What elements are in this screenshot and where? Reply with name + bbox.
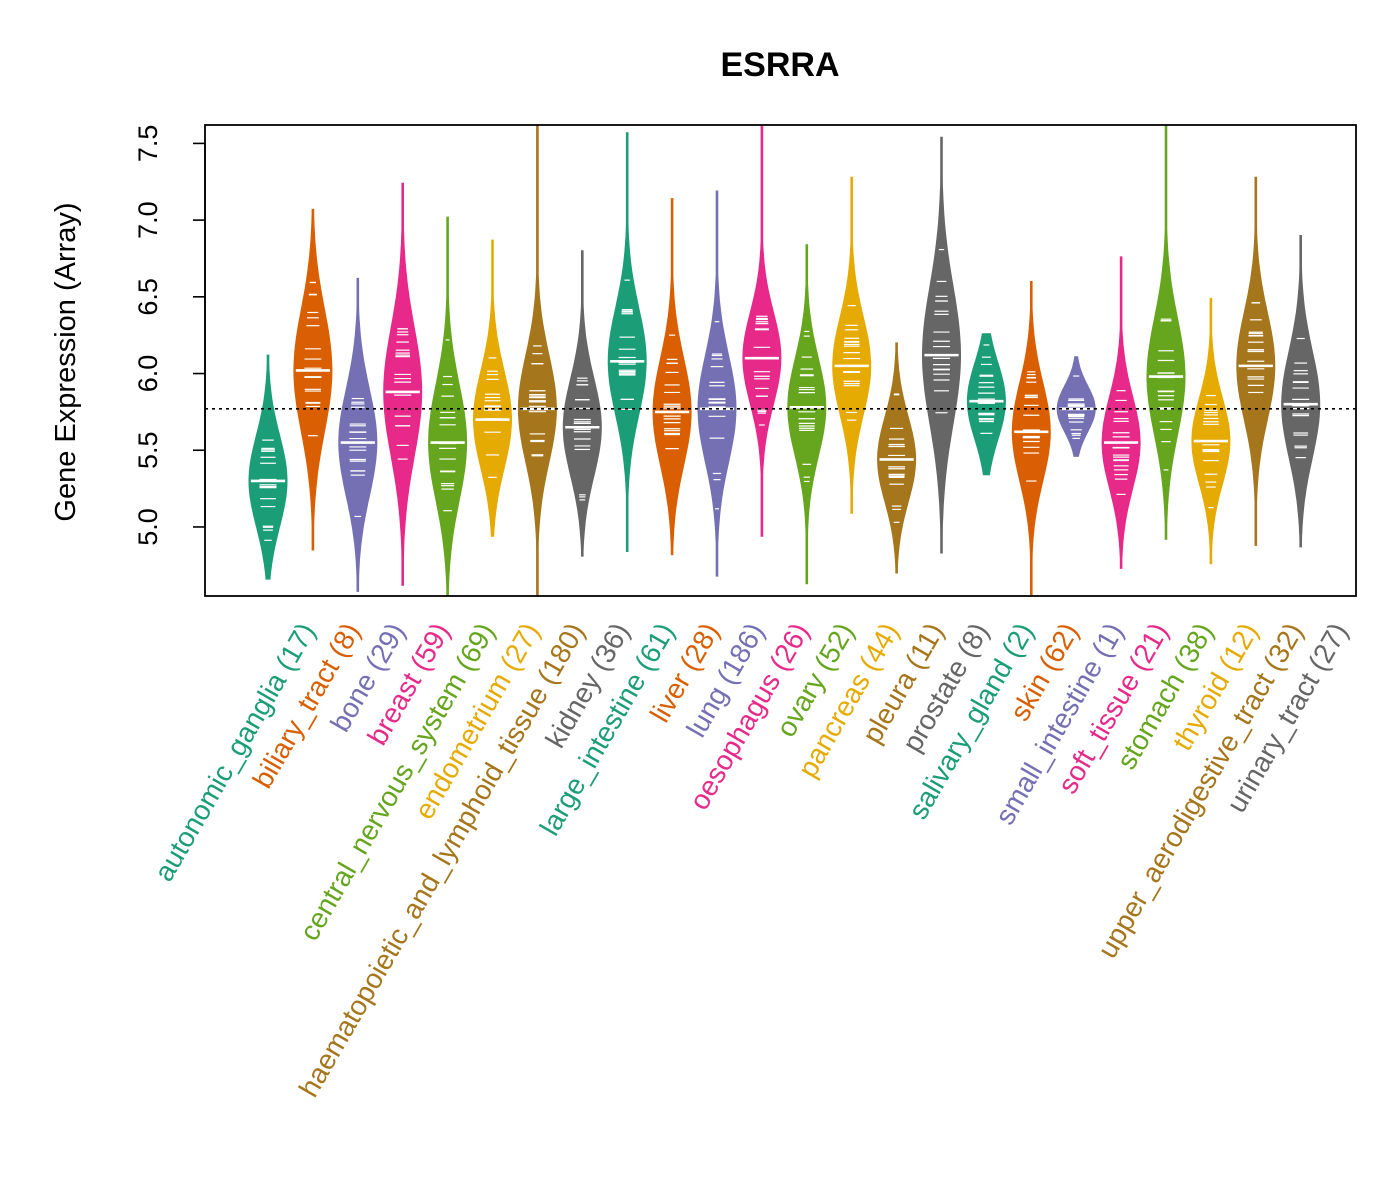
y-tick-label: 7.5 (133, 125, 163, 163)
violin-bone (338, 277, 378, 592)
violin-ovary (787, 244, 827, 585)
violin-prostate (922, 136, 961, 554)
y-tick-label: 5.0 (133, 508, 163, 546)
violin-endometrium (473, 239, 512, 537)
violin-soft-tissue (1101, 256, 1141, 569)
y-axis: 5.0 5.5 6.0 6.5 7.0 7.5 (133, 125, 206, 546)
violin-skin (1011, 281, 1051, 597)
violin-biliary-tract (293, 208, 333, 551)
violin-oesophagus (742, 124, 782, 537)
violin-stomach (1146, 124, 1186, 540)
violin-urinary-tract (1281, 235, 1321, 548)
violin-small-intestine (1056, 356, 1096, 457)
violin-autonomic-ganglia (248, 354, 288, 580)
y-tick-label: 7.0 (133, 201, 163, 239)
violin-liver (652, 198, 692, 556)
y-axis-label: Gene Expression (Array) (50, 202, 82, 521)
chart-title: ESRRA (720, 46, 839, 84)
y-tick-label: 6.5 (133, 278, 163, 316)
violin-breast (383, 182, 423, 586)
violin-salivary-gland (966, 333, 1006, 476)
violin-thyroid (1191, 297, 1231, 565)
violin-kidney (562, 250, 602, 557)
violins-group (248, 124, 1321, 597)
violin-central-nervous-system (428, 216, 468, 597)
y-tick-label: 6.0 (133, 355, 163, 393)
violin-pleura (877, 342, 917, 574)
violin-large-intestine (607, 132, 647, 552)
violin-lung (697, 190, 737, 577)
violin-upper-aerodigestive-tract (1236, 176, 1276, 546)
x-axis-labels: autonomic_ganglia (17)biliary_tract (8)b… (148, 618, 1354, 1103)
violin-pancreas (832, 176, 872, 514)
y-tick-label: 5.5 (133, 431, 163, 469)
violin-haematopoietic-and-lymphoid-tissue (517, 124, 557, 597)
